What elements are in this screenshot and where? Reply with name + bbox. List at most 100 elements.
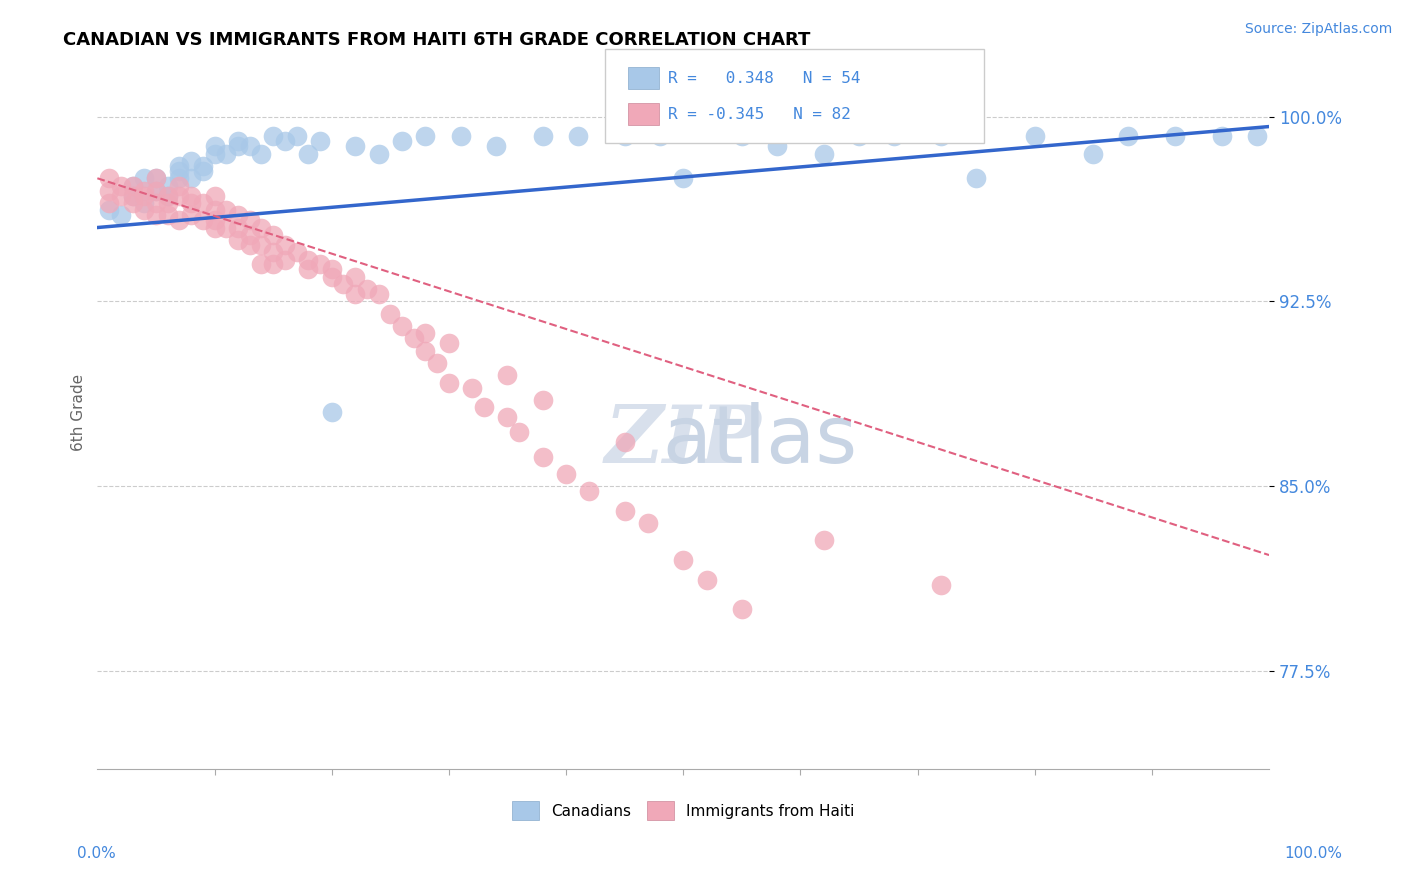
- Point: [180, 208, 202, 222]
- Point: [169, 188, 191, 202]
- Point: [766, 139, 789, 153]
- Point: [250, 146, 273, 161]
- Point: [883, 129, 905, 144]
- Point: [262, 245, 284, 260]
- Point: [145, 195, 167, 210]
- Point: [332, 277, 354, 292]
- Point: [929, 129, 952, 144]
- Point: [156, 208, 179, 222]
- Point: [180, 171, 202, 186]
- Point: [731, 602, 754, 616]
- Text: CANADIAN VS IMMIGRANTS FROM HAITI 6TH GRADE CORRELATION CHART: CANADIAN VS IMMIGRANTS FROM HAITI 6TH GR…: [63, 31, 811, 49]
- Point: [648, 129, 671, 144]
- Point: [156, 195, 179, 210]
- Point: [262, 227, 284, 242]
- Point: [215, 146, 238, 161]
- Text: R =   0.348   N = 54: R = 0.348 N = 54: [668, 71, 860, 86]
- Point: [145, 184, 167, 198]
- Point: [134, 203, 156, 218]
- Point: [239, 213, 262, 227]
- Point: [215, 220, 238, 235]
- Point: [297, 146, 319, 161]
- Point: [437, 376, 460, 390]
- Point: [250, 220, 273, 235]
- Point: [239, 237, 262, 252]
- Point: [508, 425, 530, 439]
- Point: [696, 573, 718, 587]
- Point: [613, 434, 636, 449]
- Point: [637, 516, 659, 530]
- Point: [344, 269, 367, 284]
- Point: [391, 134, 413, 148]
- Point: [134, 184, 156, 198]
- Point: [285, 245, 308, 260]
- Point: [215, 203, 238, 218]
- Point: [169, 164, 191, 178]
- Point: [226, 233, 249, 247]
- Point: [613, 129, 636, 144]
- Point: [274, 237, 297, 252]
- Point: [121, 178, 143, 193]
- Point: [1083, 146, 1105, 161]
- Point: [145, 171, 167, 186]
- Point: [578, 483, 600, 498]
- Point: [169, 213, 191, 227]
- Point: [250, 237, 273, 252]
- Point: [121, 188, 143, 202]
- Point: [121, 188, 143, 202]
- Point: [367, 146, 389, 161]
- Point: [226, 208, 249, 222]
- Point: [134, 188, 156, 202]
- Point: [98, 203, 121, 218]
- Point: [98, 171, 121, 186]
- Text: R = -0.345   N = 82: R = -0.345 N = 82: [668, 107, 851, 121]
- Point: [415, 129, 437, 144]
- Point: [110, 188, 132, 202]
- Point: [485, 139, 508, 153]
- Point: [156, 188, 179, 202]
- Point: [415, 343, 437, 358]
- Point: [1164, 129, 1187, 144]
- Point: [297, 262, 319, 277]
- Point: [356, 282, 378, 296]
- Point: [169, 178, 191, 193]
- Text: Source: ZipAtlas.com: Source: ZipAtlas.com: [1244, 22, 1392, 37]
- Point: [191, 213, 214, 227]
- Point: [226, 220, 249, 235]
- Point: [309, 257, 332, 271]
- Point: [555, 467, 578, 481]
- Point: [531, 129, 554, 144]
- Point: [98, 195, 121, 210]
- Point: [204, 220, 226, 235]
- Point: [274, 134, 297, 148]
- Point: [415, 326, 437, 341]
- Point: [437, 336, 460, 351]
- Point: [965, 171, 987, 186]
- Point: [309, 134, 332, 148]
- Point: [344, 287, 367, 301]
- Point: [145, 171, 167, 186]
- Point: [531, 392, 554, 407]
- Point: [250, 257, 273, 271]
- Point: [531, 450, 554, 464]
- Point: [613, 504, 636, 518]
- Point: [402, 331, 425, 345]
- Point: [929, 577, 952, 591]
- Point: [344, 139, 367, 153]
- Point: [285, 129, 308, 144]
- Point: [391, 319, 413, 334]
- Point: [156, 188, 179, 202]
- Point: [180, 154, 202, 169]
- Point: [672, 553, 695, 567]
- Point: [813, 533, 835, 548]
- Point: [98, 184, 121, 198]
- Point: [226, 139, 249, 153]
- Point: [121, 178, 143, 193]
- Point: [226, 134, 249, 148]
- Point: [297, 252, 319, 267]
- Point: [191, 159, 214, 173]
- Point: [134, 195, 156, 210]
- Point: [1211, 129, 1233, 144]
- Point: [204, 213, 226, 227]
- Point: [1246, 129, 1268, 144]
